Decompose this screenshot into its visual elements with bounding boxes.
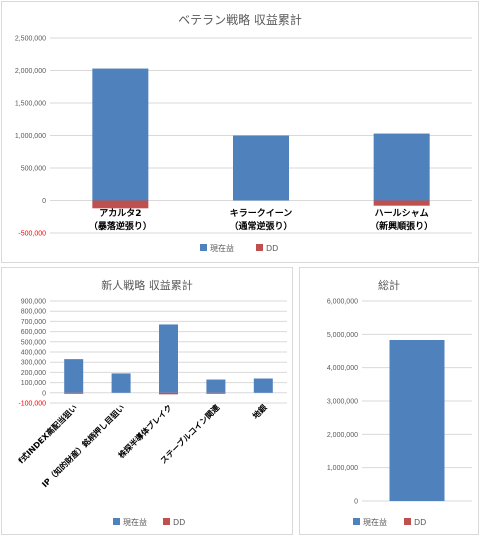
legend-swatch-current [113, 518, 120, 525]
y-tick-label: 400,000 [21, 350, 46, 357]
y-tick-label: 2,500,000 [15, 36, 46, 43]
y-tick-label: 6,000,000 [327, 299, 358, 306]
bar-dd [64, 392, 84, 394]
y-tick-label: 500,000 [21, 166, 46, 173]
y-tick-label: 0 [42, 198, 46, 205]
bar-current [233, 135, 289, 201]
category-label: キラークイーン [230, 208, 293, 219]
bar-current [159, 324, 178, 393]
y-tick-label: 1,500,000 [15, 101, 46, 108]
category-label: （通常逆張り） [229, 220, 292, 232]
total-chart: 総計 0 1,000,000 2,000,000 3,000,000 4,000,000… [327, 278, 472, 527]
y-tick-label: 100,000 [21, 380, 46, 387]
legend-label-current: 現在益 [210, 243, 234, 253]
category-label: ハールシャム [375, 208, 429, 219]
legend: 現在益 DD [113, 517, 185, 527]
legend: 現在益 DD [353, 517, 426, 527]
legend-label-current: 現在益 [363, 517, 387, 527]
chart-title: 新人戦略 収益累計 [101, 278, 193, 292]
bar-current [253, 378, 273, 393]
legend-swatch-dd [256, 244, 263, 251]
y-tick-label: -100,000 [18, 401, 46, 408]
y-tick-label: 0 [42, 390, 46, 397]
y-tick-label: 200,000 [21, 370, 46, 377]
y-tick-label: 600,000 [21, 329, 46, 336]
total-chart-panel: 総計 0 1,000,000 2,000,000 3,000,000 4,000,000… [299, 267, 479, 535]
y-tick-label: -500,000 [18, 231, 46, 238]
bar-dd [159, 392, 178, 395]
bar-dd [92, 200, 149, 209]
bar-current [111, 373, 131, 393]
y-tick-label: 0 [354, 499, 358, 506]
legend-label-current: 現在益 [123, 517, 147, 527]
category-label: （暴落逆張り） [89, 220, 152, 232]
category-label: 地銀 [250, 402, 268, 420]
y-tick-label: 1,000,000 [15, 133, 46, 140]
rookie-chart-panel: 新人戦略 収益累計 -100,000 0 100,000 200,000 300,000… [1, 267, 293, 535]
bar-current [206, 379, 226, 393]
y-tick-label: 300,000 [21, 360, 46, 367]
rookie-chart: 新人戦略 収益累計 -100,000 0 100,000 200,000 300,000… [16, 278, 287, 527]
legend: 現在益 DD [200, 243, 278, 253]
y-tick-label: 1,000,000 [327, 465, 358, 472]
y-tick-label: 5,000,000 [327, 332, 358, 339]
bar-dd [373, 200, 430, 206]
legend-label-dd: DD [173, 518, 185, 527]
category-label: アカルタ2 [99, 207, 141, 219]
veteran-chart-panel: ベテラン戦略 収益累計 -500,000 0 500,000 1,000,000 1,5… [1, 1, 479, 263]
y-tick-label: 2,000,000 [327, 432, 358, 439]
bar-current [64, 359, 84, 393]
legend-swatch-current [200, 244, 207, 251]
legend-swatch-dd [163, 518, 170, 525]
y-tick-label: 800,000 [21, 309, 46, 316]
y-tick-label: 2,000,000 [15, 68, 46, 75]
bar-current [92, 68, 149, 201]
legend-label-dd: DD [414, 518, 426, 527]
y-tick-label: 700,000 [21, 319, 46, 326]
legend-swatch-dd [404, 518, 411, 525]
chart-title: 総計 [378, 278, 400, 292]
bar-current [373, 133, 430, 201]
category-label: （新興順張り） [370, 220, 433, 232]
bar-current [389, 340, 445, 501]
veteran-chart: ベテラン戦略 収益累計 -500,000 0 500,000 1,000,000 1,5… [15, 12, 472, 253]
y-tick-label: 4,000,000 [327, 365, 358, 372]
bar-dd [206, 392, 226, 394]
y-tick-label: 3,000,000 [327, 399, 358, 406]
category-label: IP（知的財産）銘柄押し目狙い [40, 402, 127, 489]
y-tick-label: 900,000 [21, 299, 46, 306]
legend-swatch-current [353, 518, 360, 525]
chart-title: ベテラン戦略 収益累計 [178, 12, 302, 27]
legend-label-dd: DD [266, 244, 278, 253]
y-tick-label: 500,000 [21, 339, 46, 346]
